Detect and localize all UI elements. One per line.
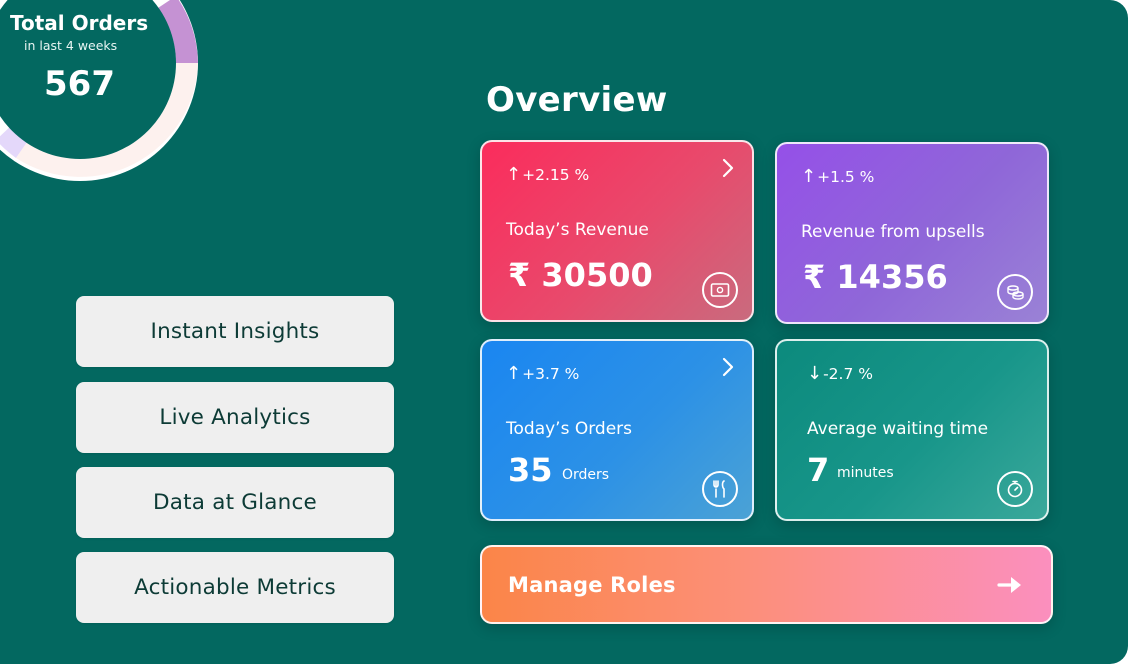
total-orders-title: Total Orders xyxy=(10,11,149,35)
up-arrow-icon: ↑ xyxy=(506,363,522,384)
revenue-change: ↑+2.15 % xyxy=(506,164,589,185)
coins-icon xyxy=(997,274,1033,310)
stopwatch-icon xyxy=(997,471,1033,507)
feature-label: Instant Insights xyxy=(150,319,320,344)
total-orders-donut xyxy=(0,0,210,196)
donut-segment-bottom xyxy=(0,124,30,158)
chevron-right-icon[interactable] xyxy=(722,357,734,377)
arrow-right-icon xyxy=(997,577,1021,593)
data-at-glance-button[interactable]: Data at Glance xyxy=(76,467,394,538)
waiting-value: 7 xyxy=(807,451,830,489)
manage-roles-label: Manage Roles xyxy=(508,573,676,597)
overview-title: Overview xyxy=(486,80,668,120)
feature-label: Actionable Metrics xyxy=(134,575,336,600)
feature-label: Data at Glance xyxy=(153,490,317,515)
average-waiting-time-card[interactable]: ↓-2.7 % Average waiting time 7 minutes xyxy=(775,339,1049,521)
manage-roles-button[interactable]: Manage Roles xyxy=(480,545,1053,624)
waiting-unit: minutes xyxy=(837,465,894,481)
total-orders-subtitle: in last 4 weeks xyxy=(24,38,118,53)
todays-orders-card[interactable]: ↑+3.7 % Today’s Orders 35 Orders xyxy=(480,339,754,521)
cutlery-icon xyxy=(702,471,738,507)
upsell-value: ₹ 14356 xyxy=(803,258,948,296)
donut-hole xyxy=(0,0,176,159)
orders-change: ↑+3.7 % xyxy=(506,363,579,384)
orders-label: Today’s Orders xyxy=(506,419,632,439)
orders-unit: Orders xyxy=(562,467,610,483)
revenue-value: ₹ 30500 xyxy=(508,256,653,294)
instant-insights-button[interactable]: Instant Insights xyxy=(76,296,394,367)
total-orders-value: 567 xyxy=(44,64,115,104)
todays-revenue-card[interactable]: ↑+2.15 % Today’s Revenue ₹ 30500 xyxy=(480,140,754,322)
orders-value: 35 xyxy=(508,451,553,489)
revenue-label: Today’s Revenue xyxy=(506,220,649,240)
revenue-from-upsells-card[interactable]: ↑+1.5 % Revenue from upsells ₹ 14356 xyxy=(775,142,1049,324)
down-arrow-icon: ↓ xyxy=(807,363,823,384)
donut-segment-main xyxy=(16,63,198,177)
revenue-change-value: +2.15 % xyxy=(522,166,590,184)
waiting-change: ↓-2.7 % xyxy=(807,363,873,384)
upsell-change-value: +1.5 % xyxy=(817,168,875,186)
chevron-right-icon[interactable] xyxy=(722,158,734,178)
actionable-metrics-button[interactable]: Actionable Metrics xyxy=(76,552,394,623)
feature-label: Live Analytics xyxy=(159,405,311,430)
donut-segment-top xyxy=(158,0,198,63)
waiting-label: Average waiting time xyxy=(807,419,989,439)
money-icon xyxy=(702,272,738,308)
orders-change-value: +3.7 % xyxy=(522,365,580,383)
up-arrow-icon: ↑ xyxy=(801,166,817,187)
waiting-change-value: -2.7 % xyxy=(823,365,873,383)
donut-chart xyxy=(0,0,198,181)
live-analytics-button[interactable]: Live Analytics xyxy=(76,382,394,453)
upsell-label: Revenue from upsells xyxy=(801,222,985,242)
upsell-change: ↑+1.5 % xyxy=(801,166,874,187)
up-arrow-icon: ↑ xyxy=(506,164,522,185)
